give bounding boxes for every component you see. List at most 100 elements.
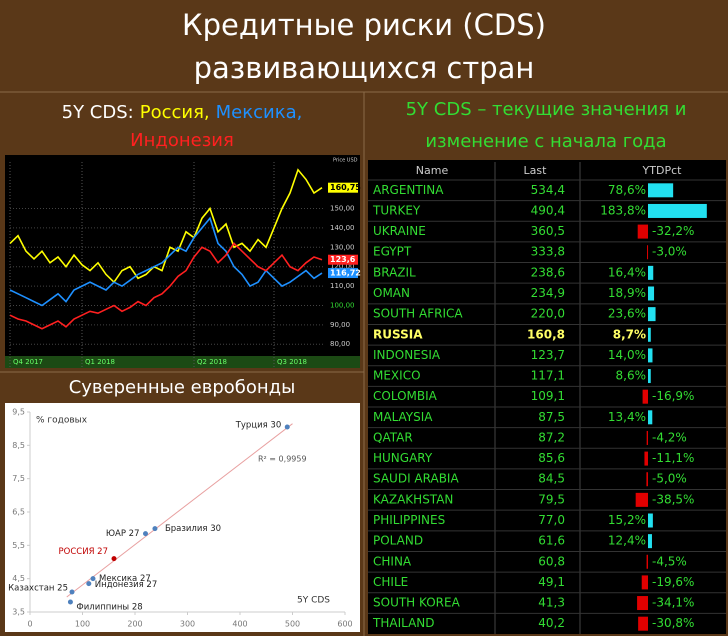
scatter-panel [5,403,360,632]
row-last: 40,2 [538,616,565,630]
y-tick-label: 9,5 [12,408,25,417]
point-label: Казахстан 25 [8,584,68,594]
ytd-label: -32,2% [652,224,694,238]
point [111,556,117,562]
ytd-bar [637,224,648,239]
value-label-box [328,182,358,193]
ytd-bar [642,389,648,404]
row-last: 220,0 [531,307,565,321]
value-label-box [328,254,358,265]
row-last: 49,1 [538,575,565,589]
point-label: Турция 30 [235,421,282,431]
row-name: COLOMBIA [373,389,438,403]
y-tick-label: 5,5 [12,541,25,550]
ytd-label: -3,0% [652,245,687,259]
x-tick-label: 300 [180,620,195,629]
row-name: SOUTH KOREA [373,596,461,610]
ytd-bar [648,348,653,363]
ytd-bar [637,596,648,611]
row-last: 123,7 [531,348,565,362]
ytd-label: -30,8% [652,616,694,630]
ytd-label: 18,9% [608,286,646,300]
y-tick-label: 110,00 [330,282,355,290]
point-label: Филиппины 28 [76,603,142,613]
row-name: TURKEY [372,203,421,217]
chart-title: 5Y CDS: [62,102,134,123]
point-label: Индонезия 27 [95,580,157,590]
ytd-label: -38,5% [652,492,694,506]
row-last: 160,8 [527,327,565,341]
row-last: 490,4 [531,203,565,217]
y-tick-label: 6,5 [12,508,25,517]
x-tick-label: Q2 2018 [197,358,227,366]
row-last: 109,1 [531,389,565,403]
annotation: R² = 0,9959 [258,455,307,464]
column-header: YTDPct [642,164,683,177]
ytd-label: 13,4% [608,410,646,424]
column-header: Name [416,164,449,177]
line-series [9,242,323,330]
row-name: QATAR [373,430,413,444]
row-name: MALAYSIA [373,410,433,424]
table [368,160,726,634]
x-tick-label: Q1 2018 [85,358,115,366]
ytd-bar [648,307,656,322]
value-label-box [328,268,358,279]
row-name: EGYPT [373,245,412,259]
table-title: изменение с начала года [425,131,666,152]
legend-entry: Россия, [140,102,210,123]
ytd-label: 15,2% [608,513,646,527]
ytd-bar [648,286,655,301]
ytd-bar [635,492,648,507]
row-last: 85,6 [538,451,565,465]
y-tick-label: 140,00 [330,224,355,232]
ytd-bar [648,534,652,549]
row-name: CHILE [373,575,408,589]
ytd-bar [638,616,648,631]
ytd-label: 23,6% [608,307,646,321]
ytd-label: -4,5% [652,554,687,568]
ytd-bar [646,430,648,445]
ytd-bar [648,183,674,198]
ytd-bar [646,472,648,487]
y-tick-label: 100,00 [330,301,355,309]
row-last: 61,6 [538,534,565,548]
row-name: ARGENTINA [373,183,444,197]
row-name: CHINA [373,554,412,568]
page-title: развивающихся стран [194,51,535,85]
chart-title: 5Y CDS: Россия, Мексика, [62,102,303,123]
legend-entry: Индонезия [130,130,234,151]
row-last: 79,5 [538,492,565,506]
trendline [66,423,293,598]
value-label: 160,75 [330,183,361,192]
ytd-bar [648,513,653,528]
ytd-bar [648,203,707,218]
row-name: BRAZIL [373,265,416,279]
row-last: 77,0 [538,513,565,527]
y-axis-label: % годовых [36,416,88,426]
point-label: Мексика 27 [99,574,151,584]
point [69,589,75,595]
column-header: Last [524,164,548,177]
x-axis-strip [5,356,360,368]
page-title: Кредитные риски (CDS) [182,8,546,42]
ytd-label: -16,9% [652,389,694,403]
row-name: RUSSIA [373,327,423,341]
y-tick-label: 3,5 [12,608,25,617]
ytd-label: 78,6% [608,183,646,197]
point [90,576,96,582]
ytd-label: 183,8% [600,203,646,217]
row-last: 84,5 [538,472,565,486]
row-last: 360,5 [531,224,565,238]
row-last: 41,3 [538,596,565,610]
row-last: 238,6 [531,265,565,279]
ytd-label: -4,2% [652,430,687,444]
row-last: 87,2 [538,430,565,444]
ytd-bar [644,451,648,466]
x-axis-label: 5Y CDS [297,596,330,606]
y-tick-label: 8,5 [12,441,25,450]
x-tick-label: 500 [285,620,300,629]
ytd-label: 12,4% [608,534,646,548]
x-tick-label: Q3 2018 [277,358,307,366]
point-label: РОССИЯ 27 [59,547,108,557]
